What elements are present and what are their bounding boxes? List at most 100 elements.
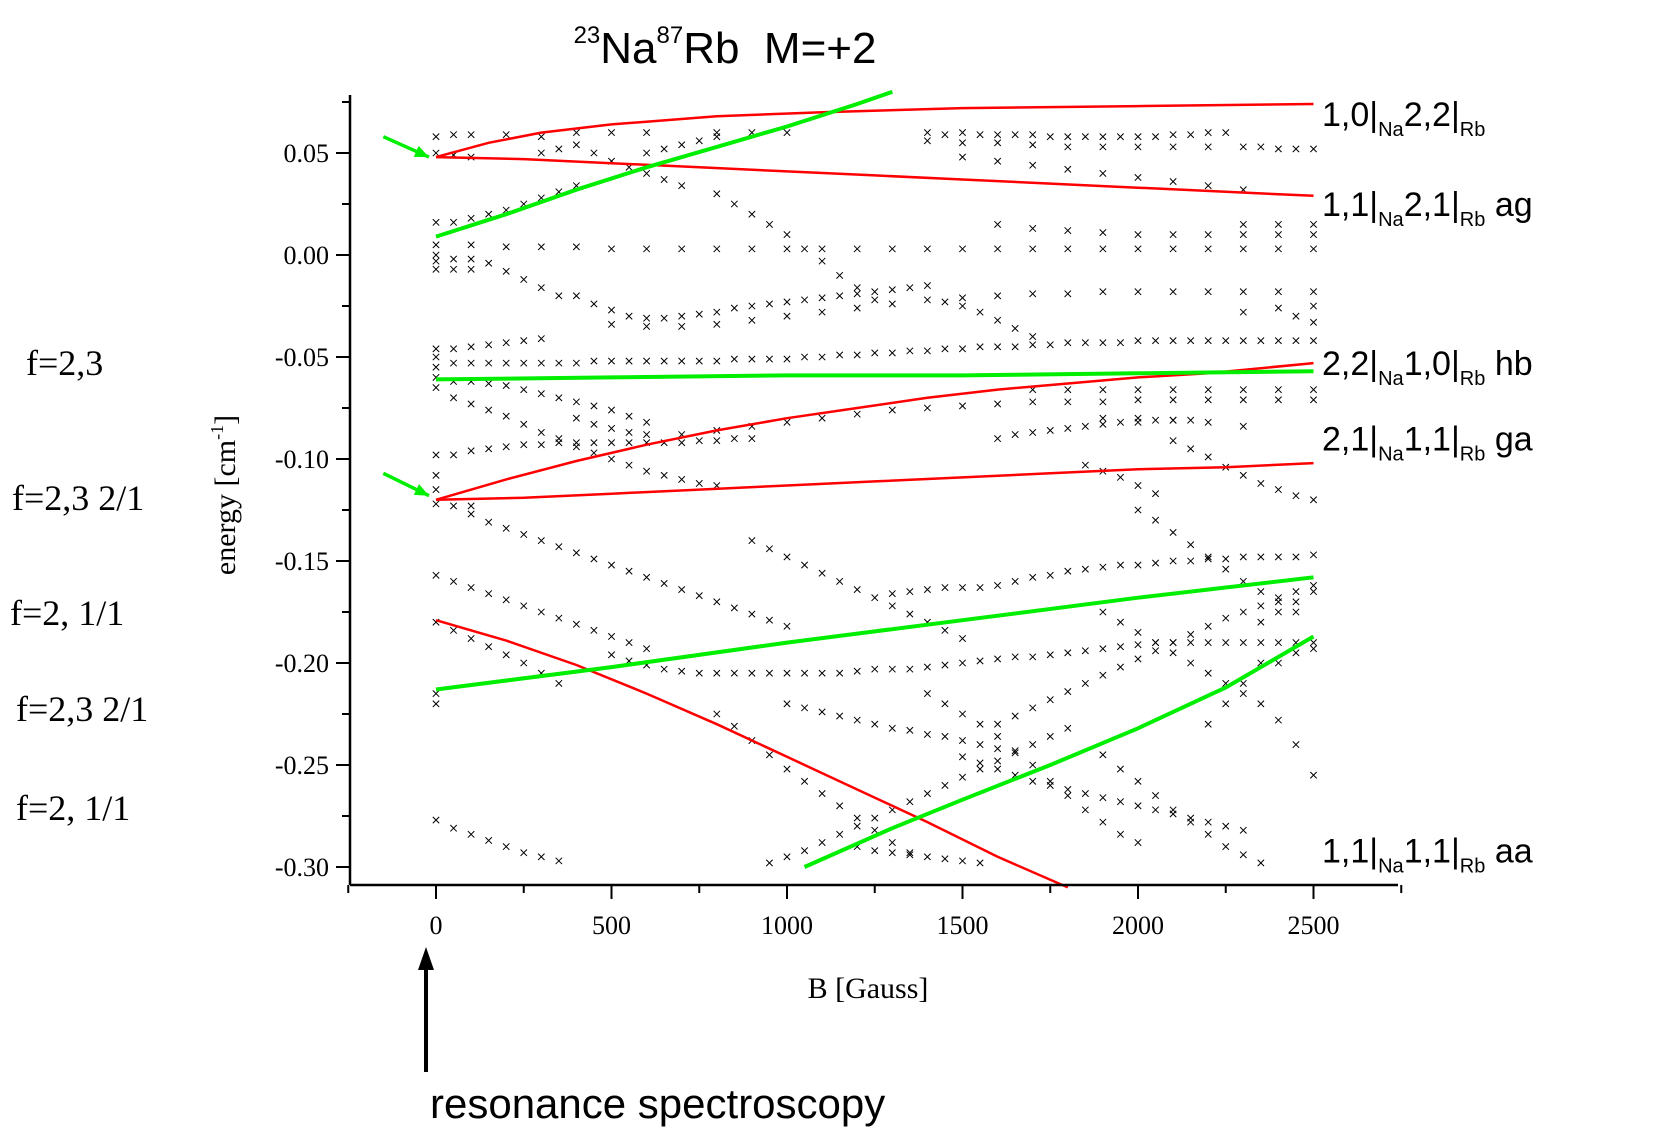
curve-9 [803, 634, 1315, 869]
x-tick-label: 1500 [937, 911, 989, 940]
data-point [1204, 669, 1212, 677]
data-point [1029, 573, 1037, 581]
curve-1 [435, 102, 1314, 159]
data-point [467, 830, 475, 838]
data-point [1116, 133, 1125, 141]
data-point [1099, 133, 1107, 141]
data-point [958, 659, 967, 667]
data-point [555, 359, 563, 367]
data-point [783, 312, 791, 320]
data-point [643, 430, 651, 439]
data-point [1239, 337, 1247, 345]
state-label-1: 1,0|Na2,2|Rb [1322, 96, 1485, 141]
data-point [1081, 790, 1089, 798]
data-point [1134, 288, 1142, 296]
data-point [958, 245, 967, 253]
x-tick-label: 2000 [1112, 911, 1164, 940]
data-point [432, 486, 440, 494]
data-point [502, 443, 510, 451]
data-point [502, 843, 510, 851]
data-point [713, 669, 721, 677]
data-point [958, 302, 967, 310]
data-point [625, 428, 633, 437]
data-point [537, 243, 545, 251]
data-point [537, 359, 545, 367]
data-point [836, 271, 844, 279]
data-point [643, 245, 651, 253]
data-point [572, 141, 580, 149]
data-point [818, 838, 826, 847]
data-point [695, 357, 703, 365]
data-point [1257, 618, 1265, 626]
data-point [748, 610, 756, 618]
data-point [853, 586, 861, 594]
data-point [1274, 608, 1282, 616]
data-point [1274, 486, 1282, 494]
data-point [1204, 830, 1212, 838]
data-point [1099, 608, 1107, 616]
data-point [590, 402, 598, 410]
y-tick-label: -0.25 [275, 751, 329, 780]
data-point [678, 182, 686, 190]
y-tick-label: -0.05 [275, 343, 329, 372]
data-point [1011, 324, 1019, 332]
data-point [467, 400, 475, 408]
data-point [1099, 414, 1107, 422]
data-point [1151, 416, 1160, 424]
data-point [1204, 143, 1212, 151]
data-point [818, 257, 826, 265]
data-point [994, 316, 1002, 324]
data-point [1309, 581, 1318, 590]
data-point [449, 394, 458, 402]
data-point [537, 284, 545, 292]
data-point [572, 292, 580, 300]
data-point [976, 720, 984, 728]
data-point [432, 345, 440, 353]
data-point [765, 751, 774, 759]
data-point [994, 157, 1002, 165]
data-point [818, 294, 826, 302]
y-axis-label-close: ] [209, 415, 242, 425]
data-point [1169, 416, 1177, 424]
data-point [783, 231, 791, 239]
data-point [1134, 506, 1142, 514]
data-point [941, 781, 949, 789]
data-point [1239, 231, 1247, 239]
data-point [590, 555, 598, 563]
data-point [994, 435, 1002, 443]
data-point [555, 543, 563, 551]
data-point [853, 304, 861, 312]
data-point [502, 596, 510, 604]
data-point [449, 577, 458, 585]
data-point [958, 773, 967, 781]
data-point [1204, 288, 1212, 296]
data-point [502, 243, 510, 251]
data-point [1134, 655, 1142, 663]
state-label-4: 2,1|Na1,1|Rb ga [1322, 421, 1533, 466]
x-tick-label: 500 [592, 911, 631, 940]
data-point [467, 359, 475, 367]
data-point [1309, 245, 1318, 253]
data-point [1274, 220, 1282, 228]
data-point [1099, 386, 1107, 394]
data-point [976, 131, 984, 139]
data-point [1011, 430, 1019, 439]
data-point [467, 634, 475, 643]
data-point [467, 214, 475, 222]
data-point [502, 651, 510, 659]
data-point [678, 475, 686, 483]
data-point [1204, 231, 1212, 239]
data-point [1169, 288, 1177, 296]
data-point [1169, 557, 1177, 565]
data-point [643, 314, 651, 322]
data-point [432, 251, 440, 259]
data-point [1222, 565, 1230, 573]
data-point [1151, 559, 1160, 567]
data-point [1046, 341, 1054, 349]
data-point [1099, 339, 1107, 347]
data-point [1134, 386, 1142, 394]
data-point [941, 855, 949, 863]
data-point [1274, 288, 1282, 296]
data-point [836, 830, 844, 838]
